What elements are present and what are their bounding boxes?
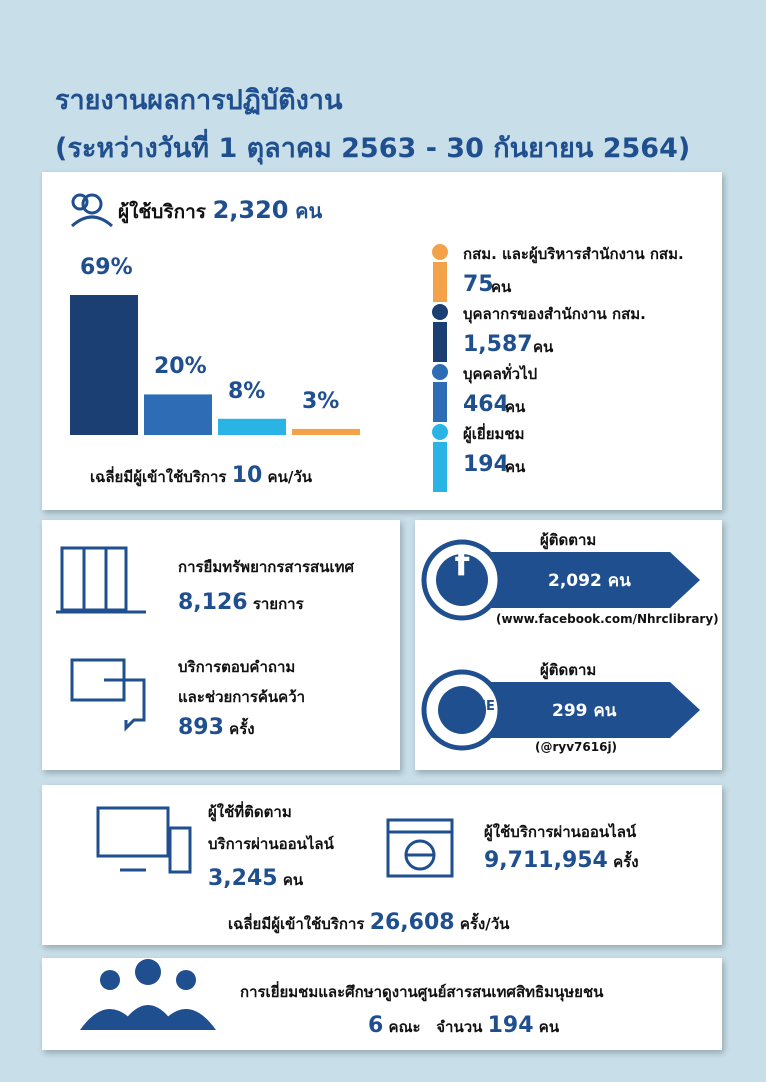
services-panel [42, 520, 400, 770]
users-panel [42, 172, 722, 510]
online-use-label: ผู้ใช้บริการผ่านออนไลน์ [484, 823, 637, 841]
line-value: 299 คน [552, 697, 616, 724]
facebook-link: (www.facebook.com/Nhrclibrary) [496, 612, 719, 626]
average: เฉลี่ยมีผู้เข้าใช้บริการ 10 คน/วัน [90, 463, 312, 489]
reference-line1: บริการตอบคำถาม [178, 658, 296, 676]
value: 2,320 [212, 196, 289, 224]
group-label: บุคคลทั่วไป [463, 365, 538, 383]
label: เฉลี่ยมีผู้เข้าใช้บริการ [90, 468, 227, 486]
unit: คน [593, 701, 617, 721]
count-unit: คน [538, 1018, 560, 1036]
group-unit: คน [491, 278, 512, 296]
value: 8,126 [178, 590, 248, 615]
online-followers-line2: บริการผ่านออนไลน์ [208, 835, 334, 853]
value: 2,092 [548, 571, 602, 591]
unit: คน [295, 199, 323, 223]
borrow-value: 8,126 รายการ [178, 590, 304, 616]
online-followers-line1: ผู้ใช้ที่ติดตาม [208, 803, 292, 821]
group-label: กสม. และผู้บริหารสำนักงาน กสม. [463, 245, 684, 263]
value: 9,711,954 [484, 848, 608, 873]
borrow-label: การยืมทรัพยากรสารสนเทศ [178, 558, 355, 576]
unit: รายการ [252, 595, 304, 613]
online-use-value: 9,711,954 ครั้ง [484, 848, 639, 874]
value: 299 [552, 701, 588, 721]
bar-label: 20% [154, 354, 207, 380]
value: 893 [178, 715, 224, 740]
group-unit: คน [533, 338, 554, 356]
count: 194 [487, 1013, 534, 1038]
group-label: บุคลากรของสำนักงาน กสม. [463, 305, 646, 323]
value: 26,608 [369, 910, 455, 935]
bar [292, 428, 360, 435]
group-value: 464 [463, 392, 509, 417]
group-value: 194 [463, 452, 509, 477]
bar-label: 8% [228, 378, 266, 404]
bar [218, 418, 286, 435]
line-label: ผู้ติดตาม [540, 661, 597, 679]
period: (ระหว่างวันที่ 1 ตุลาคม 2563 - 30 กันยาย… [55, 133, 691, 164]
label: เฉลี่ยมีผู้เข้าใช้บริการ [228, 915, 365, 933]
group-label: ผู้เยี่ยมชม [463, 425, 525, 443]
groups: 6 [368, 1013, 384, 1038]
reference-value: 893 ครั้ง [178, 715, 255, 741]
count-label: จำนวน [436, 1018, 483, 1036]
online-followers-value: 3,245 คน [208, 866, 303, 892]
value: 3,245 [208, 866, 278, 891]
users-label: ผู้ใช้บริการ 2,320 คน [118, 195, 322, 227]
facebook-value: 2,092 คน [548, 567, 631, 594]
unit: ครั้ง [229, 720, 255, 738]
unit: ครั้ง [613, 853, 639, 871]
label: ผู้ใช้บริการ [118, 201, 206, 223]
groups-unit: คณะ [388, 1018, 421, 1036]
facebook-icon: f [455, 545, 471, 585]
unit: คน/วัน [267, 468, 312, 486]
unit: คน [282, 871, 304, 889]
bar-label: 3% [302, 388, 340, 414]
line-icon: LINE [462, 699, 495, 714]
group-unit: คน [505, 458, 526, 476]
bar-label: 69% [80, 255, 133, 280]
icons [56, 193, 454, 878]
bar [144, 394, 212, 435]
visits-count: 6 คณะ จำนวน 194 คน [368, 1013, 559, 1039]
visits-label: การเยี่ยมชมและศึกษาดูงานศูนย์สารสนเทศสิท… [240, 983, 604, 1001]
online-average: เฉลี่ยมีผู้เข้าใช้บริการ 26,608 ครั้ง/วั… [228, 910, 509, 936]
unit: ครั้ง/วัน [459, 915, 510, 933]
title: รายงานผลการปฏิบัติงาน [55, 85, 343, 116]
group-value: 1,587 [463, 332, 533, 357]
bar [70, 295, 138, 435]
social-icons: f [421, 539, 700, 751]
people-icons [80, 244, 448, 1030]
unit: คน [607, 571, 631, 591]
group-value: 75 [463, 272, 494, 297]
reference-line2: และช่วยการค้นคว้า [178, 688, 306, 706]
group-unit: คน [505, 398, 526, 416]
line-link: (@ryv7616j) [535, 740, 618, 754]
value: 10 [231, 463, 263, 488]
online-panel [42, 785, 722, 945]
facebook-label: ผู้ติดตาม [540, 531, 597, 549]
